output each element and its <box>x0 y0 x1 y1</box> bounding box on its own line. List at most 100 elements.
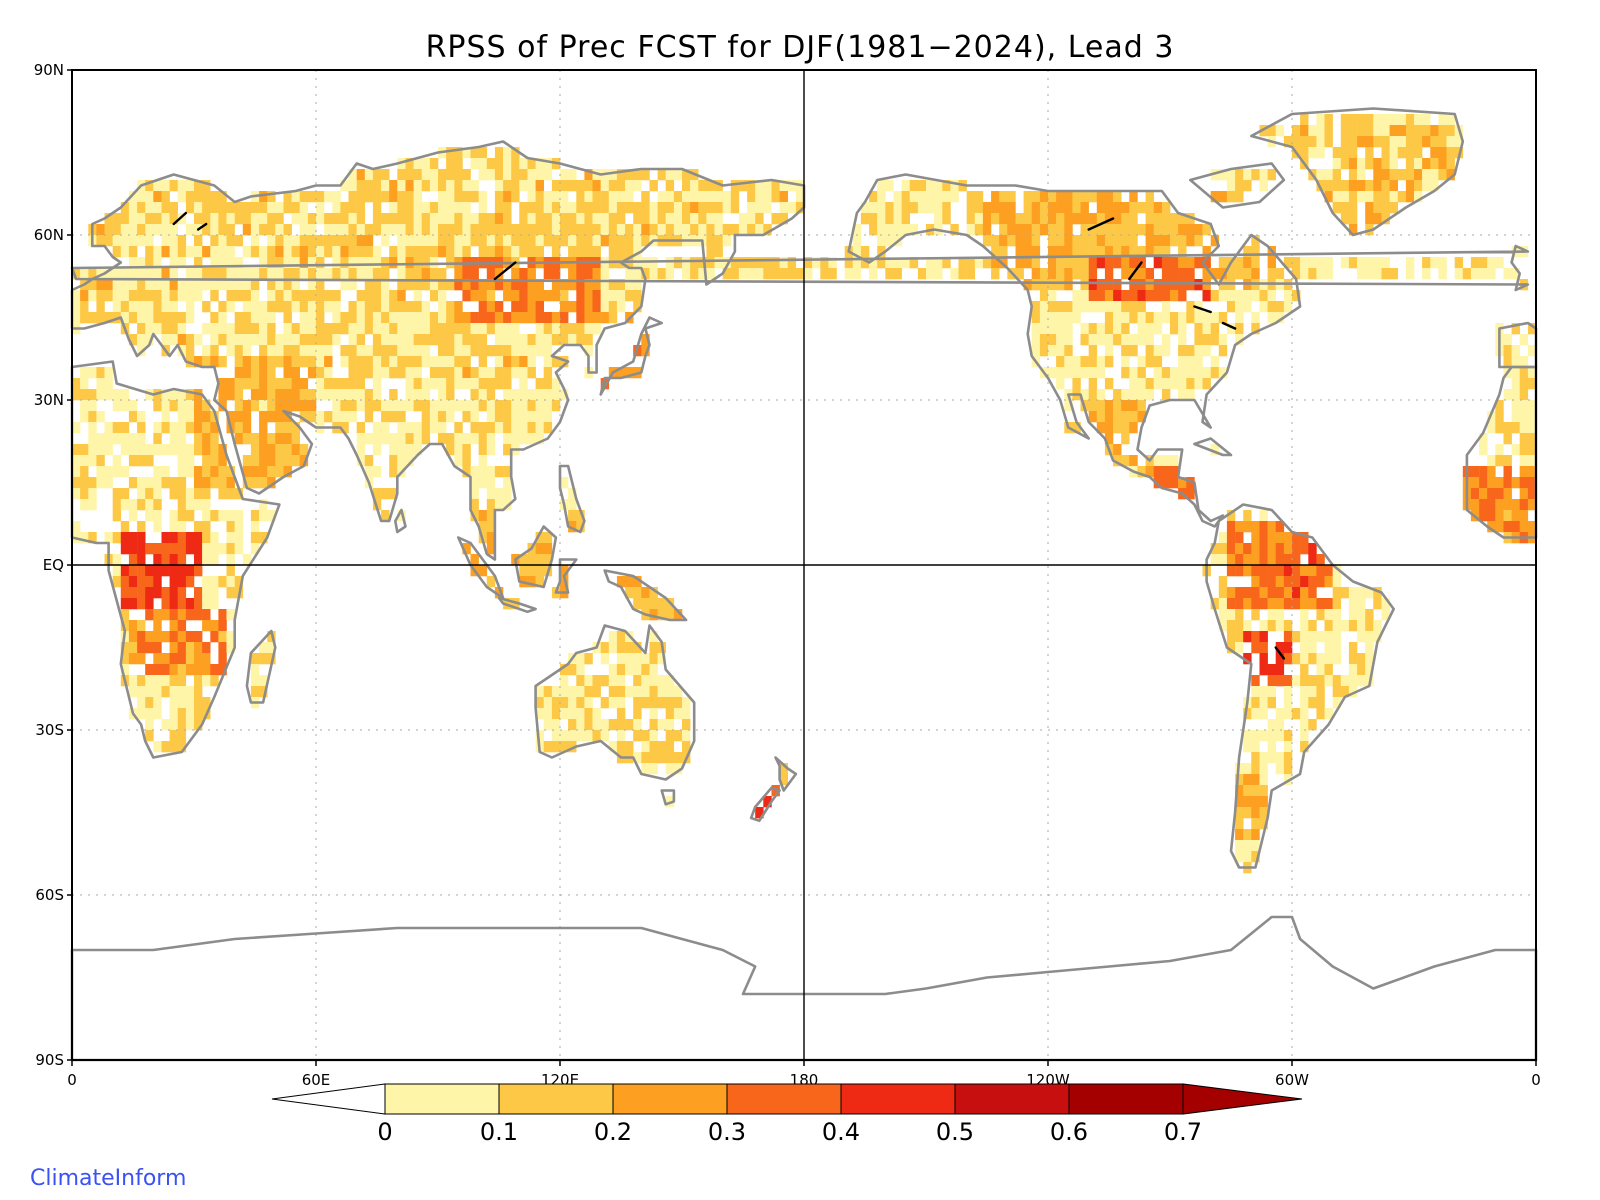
skill-cell <box>137 554 146 566</box>
skill-cell <box>161 411 170 423</box>
skill-cell <box>267 268 276 280</box>
skill-cell <box>519 169 528 181</box>
skill-cell <box>120 400 130 412</box>
skill-cell <box>1145 213 1154 225</box>
skill-cell <box>1031 345 1041 357</box>
skill-cell <box>153 664 162 676</box>
skill-cell <box>421 213 431 225</box>
skill-cell <box>421 433 431 445</box>
skill-cell <box>1096 400 1106 412</box>
skill-cell <box>438 312 447 324</box>
skill-cell <box>96 312 105 324</box>
skill-cell <box>641 697 650 709</box>
skill-cell <box>161 653 170 665</box>
skill-cell <box>438 301 447 313</box>
skill-cell <box>608 642 618 654</box>
skill-cell <box>72 378 81 390</box>
skill-cell <box>755 224 764 236</box>
skill-cell <box>169 389 178 401</box>
skill-cell <box>486 433 496 445</box>
skill-cell <box>381 367 390 379</box>
skill-cell <box>1503 422 1512 434</box>
skill-cell <box>104 268 113 280</box>
skill-cell <box>1275 543 1285 555</box>
skill-cell <box>584 235 593 247</box>
skill-cell <box>1072 246 1081 258</box>
skill-cell <box>112 554 122 566</box>
skill-cell <box>275 334 284 346</box>
skill-cell <box>462 433 471 445</box>
skill-cell <box>454 323 463 335</box>
skill-cell <box>153 521 162 533</box>
skill-cell <box>1259 587 1268 599</box>
skill-cell <box>470 224 479 236</box>
skill-cell <box>1332 169 1342 181</box>
skill-cell <box>299 444 309 456</box>
skill-cell <box>177 235 187 247</box>
skill-cell <box>551 191 561 203</box>
skill-cell <box>568 301 577 313</box>
skill-cell <box>641 587 650 599</box>
skill-cell <box>1031 202 1041 214</box>
skill-cell <box>568 664 577 676</box>
skill-cell <box>96 477 105 489</box>
skill-cell <box>307 334 317 346</box>
skill-cell <box>307 312 317 324</box>
x-tick-label: 60E <box>302 1071 331 1089</box>
skill-cell <box>1251 532 1260 544</box>
skill-cell <box>210 554 219 566</box>
skill-cell <box>316 411 325 423</box>
map-panel <box>70 69 1538 1062</box>
skill-cell <box>1430 158 1439 170</box>
skill-cell <box>299 389 309 401</box>
skill-cell <box>145 488 154 500</box>
skill-cell <box>551 224 561 236</box>
skill-cell <box>543 708 553 720</box>
skill-cell <box>145 301 154 313</box>
skill-cell <box>616 719 626 731</box>
skill-cell <box>1218 290 1228 302</box>
skill-cell <box>275 301 284 313</box>
skill-cell <box>169 532 178 544</box>
skill-cell <box>405 246 414 258</box>
skill-cell <box>161 664 170 676</box>
skill-cell <box>194 499 203 511</box>
skill-cell <box>1324 653 1333 665</box>
skill-cell <box>169 565 178 577</box>
skill-cell <box>161 686 170 698</box>
skill-cell <box>80 455 89 467</box>
skill-cell <box>413 224 422 236</box>
skill-cell <box>283 345 292 357</box>
skill-cell <box>137 587 146 599</box>
skill-cell <box>283 356 292 368</box>
skill-cell <box>185 334 195 346</box>
skill-cell <box>1519 422 1529 434</box>
skill-cell <box>137 576 146 588</box>
coastline-sulawesi <box>554 558 578 594</box>
skill-cell <box>543 323 553 335</box>
skill-cell <box>1259 598 1268 610</box>
skill-cell <box>218 576 227 588</box>
skill-cell <box>771 257 780 269</box>
skill-cell <box>568 488 577 500</box>
skill-cell <box>1414 114 1423 126</box>
skill-cell <box>1283 763 1293 775</box>
skill-cell <box>1088 191 1098 203</box>
skill-cell <box>161 631 170 643</box>
skill-cell <box>1178 312 1187 324</box>
skill-cell <box>1129 378 1138 390</box>
skill-cell <box>169 444 178 456</box>
skill-cell <box>1414 169 1423 181</box>
skill-cell <box>543 191 553 203</box>
skill-cell <box>1194 345 1203 357</box>
skill-cell <box>1235 642 1244 654</box>
skill-cell <box>1511 521 1520 533</box>
skill-cell <box>633 235 642 247</box>
skill-cell <box>1405 114 1415 126</box>
skill-cell <box>1194 257 1203 269</box>
skill-cell <box>405 323 414 335</box>
skill-cell <box>543 378 553 390</box>
skill-cell <box>1275 125 1285 137</box>
skill-cell <box>137 444 146 456</box>
skill-cell <box>1373 125 1382 137</box>
